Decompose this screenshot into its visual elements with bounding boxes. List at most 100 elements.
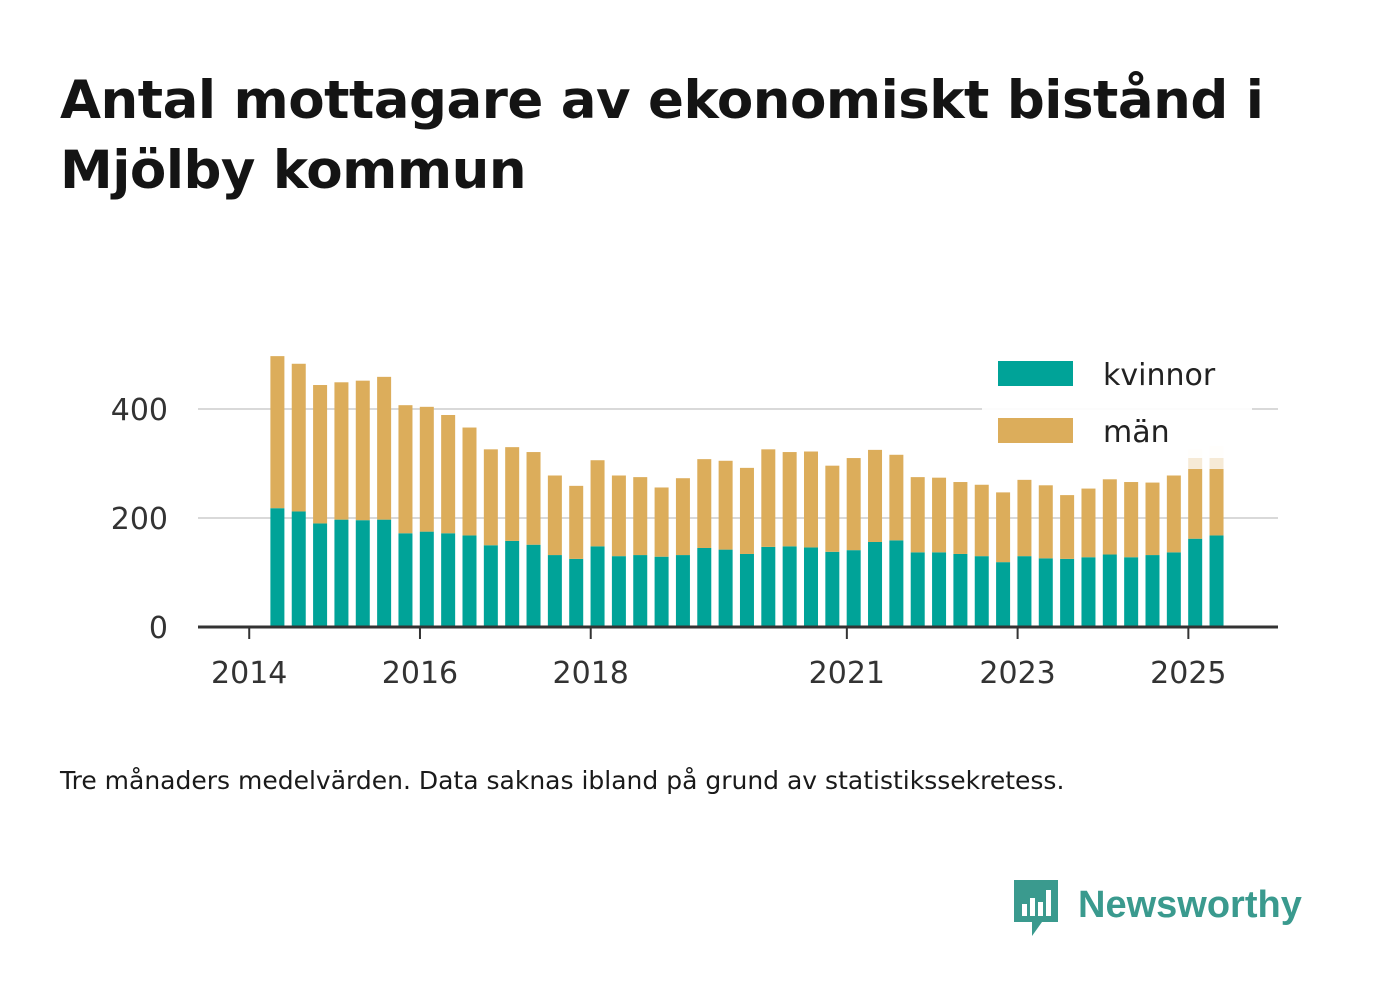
y-axis-labels: 0 200 400 [111,393,168,646]
bar-man [1124,482,1139,558]
bar-man [996,492,1011,563]
bar-kvinnor [1209,535,1224,627]
bar-kvinnor [889,540,904,627]
bar-man [505,447,520,541]
bar-man [1017,479,1032,557]
bar-man [291,363,306,512]
newsworthy-logo[interactable]: Newsworthy [1010,878,1320,940]
legend-label: kvinnor [1103,358,1216,393]
bar-kvinnor [441,533,456,627]
bar-man [1166,475,1181,553]
bar-man [1060,495,1075,559]
bar-kvinnor [1038,558,1053,627]
bar-kvinnor [633,555,648,627]
bar-kvinnor [739,553,754,627]
x-tick-label: 2018 [553,656,629,691]
bar-kvinnor [782,546,797,627]
bar-kvinnor [1081,557,1096,627]
bar-man [697,459,712,548]
bar-man [270,356,285,509]
bar-man [803,451,818,548]
x-tick-label: 2016 [382,656,458,691]
bar-kvinnor [718,549,733,627]
y-tick-label: 0 [149,611,168,646]
bar-man [761,449,776,547]
bar-kvinnor [932,552,947,627]
x-tick-label: 2023 [979,656,1055,691]
bar-man [611,475,626,557]
bar-man [739,467,754,554]
bar-man [313,385,328,524]
bar-man [825,465,840,552]
bar-man [1038,485,1053,559]
legend-label: män [1103,415,1170,450]
bar-kvinnor [526,544,541,627]
chart-title: Antal mottagare av ekonomiskt bistånd i … [60,70,1264,201]
bar-kvinnor [462,535,477,627]
bar-kvinnor [868,541,883,627]
bar-man [441,414,456,534]
legend-swatch [998,361,1073,386]
bar-man [462,427,477,536]
bar-man [334,382,349,520]
bar-kvinnor [761,546,776,627]
bar-man [569,485,584,559]
x-axis: 2014 2016 2018 2021 2023 2025 [198,625,1278,691]
bar-man [547,475,562,556]
bar-man [377,376,392,520]
bar-kvinnor [483,545,498,627]
bar-man [633,477,648,556]
bar-kvinnor [1166,552,1181,627]
bar-kvinnor [313,523,328,627]
bar-kvinnor [697,547,712,627]
footnote: Tre månaders medelvärden. Data saknas ib… [60,766,1065,795]
bar-man [355,380,370,521]
bar-man [932,477,947,553]
bar-man [590,460,605,547]
bar-kvinnor [1188,538,1203,627]
bars [270,356,1224,627]
bar-man [526,452,541,545]
bar-man [889,454,904,541]
legend: kvinnor män [982,350,1252,458]
bar-man [974,484,989,557]
bar-kvinnor [398,533,413,627]
bar-man [1188,468,1203,539]
x-tick-label: 2025 [1150,656,1226,691]
bar-man [1081,488,1096,558]
bar-kvinnor [974,556,989,627]
legend-swatch [998,418,1073,443]
x-tick-label: 2014 [211,656,287,691]
bar-kvinnor [910,552,925,627]
bar-kvinnor [590,546,605,627]
bar-man [675,478,690,556]
bar-kvinnor [291,511,306,627]
bar-man [868,449,883,542]
bar-man [398,405,413,534]
bar-kvinnor [996,562,1011,627]
bar-kvinnor [377,519,392,627]
bar-kvinnor [334,519,349,627]
bar-kvinnor [1017,556,1032,627]
bar-man [910,477,925,553]
bar-kvinnor [825,551,840,627]
x-tick-label: 2021 [809,656,885,691]
bar-kvinnor [419,531,434,627]
bar-man [1145,482,1160,556]
y-tick-label: 400 [111,393,168,428]
bar-man [718,460,733,550]
bar-man [953,482,968,554]
bar-kvinnor [846,550,861,627]
bar-kvinnor [1102,554,1117,627]
bar-man [419,406,434,532]
bar-man [1102,479,1117,555]
bar-man [483,449,498,546]
bar-kvinnor [1124,557,1139,627]
bar-kvinnor [654,556,669,627]
bar-kvinnor [953,553,968,627]
bar-kvinnor [675,555,690,627]
bar-man [654,487,669,557]
bar-man [846,458,861,551]
y-tick-label: 200 [111,502,168,537]
